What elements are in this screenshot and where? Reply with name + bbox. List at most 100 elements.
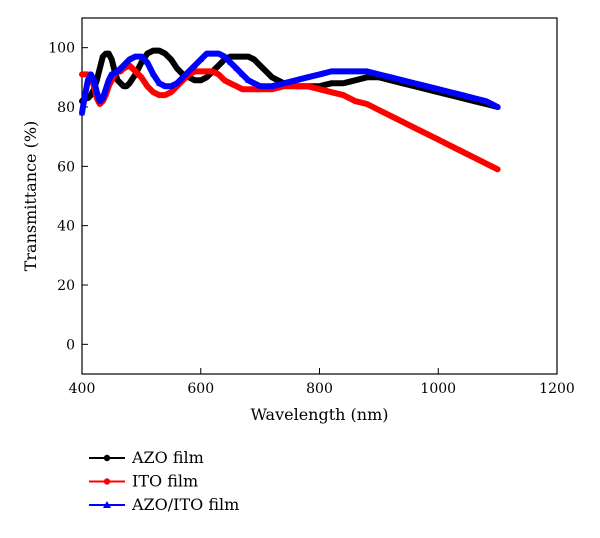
data-point [400,119,406,125]
data-point [316,71,323,77]
data-point [227,80,234,86]
data-point [245,77,252,83]
data-point [81,92,88,98]
data-point [102,86,109,92]
legend: AZO film ITO film AZO/ITO film [89,448,239,514]
data-point [156,48,162,54]
data-point [209,50,216,56]
data-point [269,83,275,89]
y-tick-label: 100 [48,41,75,57]
data-point [435,86,442,92]
data-point [257,83,264,89]
data-point [364,68,370,74]
data-point [204,74,210,80]
data-point [423,83,430,89]
data-point [221,77,228,83]
data-point [447,142,453,149]
x-axis-title: Wavelength (nm) [250,405,388,424]
data-point [221,53,228,59]
data-point [105,77,112,83]
data-point [106,51,112,57]
data-point [239,71,246,77]
data-point [203,50,210,56]
data-point [174,80,180,86]
data-point [79,109,85,116]
data-point [387,74,394,80]
data-point [126,56,133,62]
data-point [99,95,106,101]
data-point [411,125,418,131]
data-point [352,77,358,83]
data-point [168,56,174,63]
data-point [305,83,311,89]
data-point [280,80,287,86]
data-point [340,68,347,74]
data-point [88,92,94,98]
data-point [156,92,162,98]
data-point [375,71,382,77]
data-point [245,86,251,92]
data-point [168,83,175,89]
data-point [215,71,222,77]
data-point [364,101,370,107]
data-point [174,65,180,72]
data-point [292,77,299,83]
data-point [470,95,477,101]
x-tick-label: 400 [69,381,96,397]
data-point [352,68,359,74]
data-point [150,48,156,54]
data-point [239,86,245,92]
data-point [263,68,269,74]
legend-item-azo-ito-film: AZO/ITO film [89,495,239,514]
data-point [245,53,251,60]
data-point [191,62,198,68]
legend-swatch-marker [103,478,111,485]
data-point [90,77,97,83]
data-point [304,74,311,80]
data-point [482,98,489,104]
series-azo-ito-film [79,50,501,116]
data-point [215,62,222,69]
data-point [168,89,174,95]
data-point [328,80,334,86]
data-point [138,53,145,59]
data-point [132,53,139,59]
data-point [93,89,100,95]
data-point [340,92,346,98]
data-point [162,92,168,98]
data-point [108,71,115,77]
data-point [340,80,346,86]
data-point [204,68,210,74]
data-point [150,89,156,95]
x-tick-label: 1000 [420,381,456,397]
data-point [114,68,121,74]
x-tick-label: 800 [306,381,333,397]
data-point [494,104,501,110]
data-point [411,80,418,86]
data-point [144,83,150,89]
data-point [210,68,216,74]
axis-ticks: 400 600 800 1000 1200 0 20 40 60 80 100 [48,41,575,397]
x-tick-label: 600 [187,381,214,397]
data-point [97,65,103,72]
y-tick-label: 80 [57,100,75,116]
data-point [251,80,258,86]
data-point [495,166,501,172]
data-point [328,89,334,95]
data-point [138,74,144,80]
data-point [120,62,127,68]
data-point [293,83,299,89]
data-point [459,92,465,98]
data-point [269,74,275,80]
data-point [132,68,139,74]
data-point [352,98,358,104]
data-point [185,68,192,74]
data-point [84,77,91,83]
data-point [156,80,163,86]
legend-label: AZO/ITO film [131,495,239,514]
legend-swatch-marker [103,454,111,462]
y-tick-label: 40 [57,219,75,235]
data-point [215,50,222,56]
data-point [87,71,94,77]
data-point [233,83,239,89]
